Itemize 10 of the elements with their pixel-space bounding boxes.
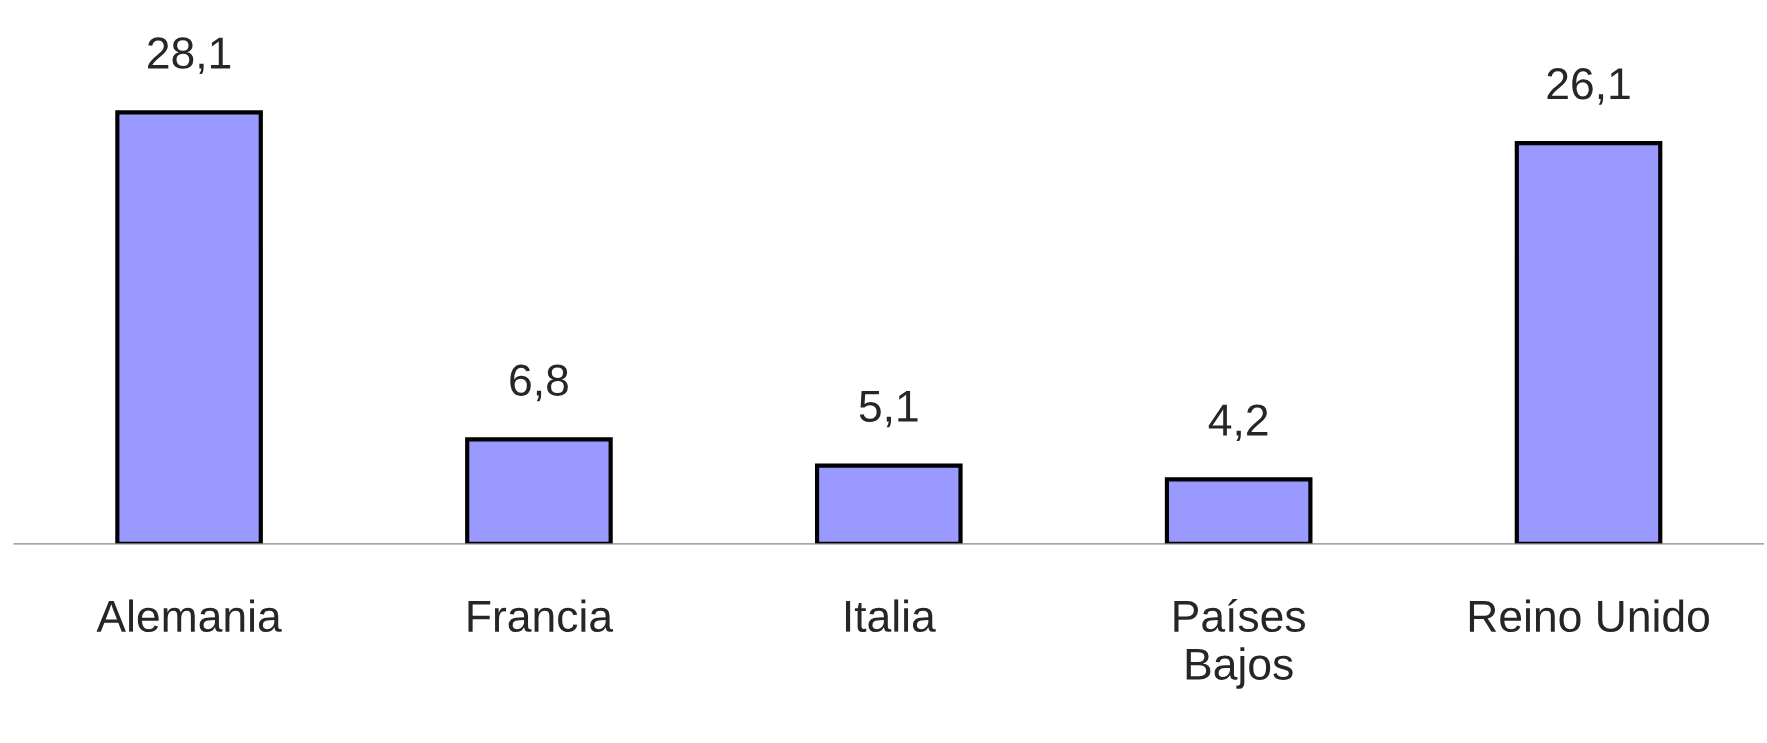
- x-tick-label: Alemania: [96, 599, 282, 633]
- data-label: 28,1: [148, 37, 231, 75]
- data-label: 6,8: [510, 364, 568, 402]
- x-tick-label: Reino Unido: [1469, 599, 1709, 633]
- data-label: 26,1: [1547, 68, 1630, 105]
- x-tick-label: Francia: [468, 599, 614, 633]
- x-tick-label: Países Bajos: [1174, 598, 1305, 689]
- x-tick-label: Italia: [845, 599, 936, 633]
- data-label: 5,1: [859, 391, 918, 428]
- data-label: 4,2: [1208, 404, 1268, 442]
